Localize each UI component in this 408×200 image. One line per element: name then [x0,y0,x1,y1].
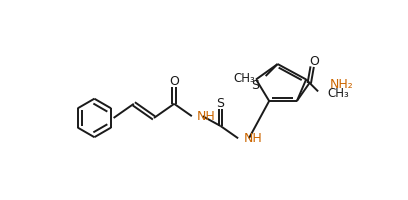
Text: S: S [217,97,224,110]
Text: NH₂: NH₂ [329,78,353,91]
Text: CH₃: CH₃ [327,87,349,100]
Text: O: O [169,75,179,88]
Text: CH₃: CH₃ [233,72,255,85]
Text: NH: NH [197,110,216,123]
Text: S: S [251,79,259,92]
Text: O: O [309,55,319,68]
Text: NH: NH [244,132,262,145]
